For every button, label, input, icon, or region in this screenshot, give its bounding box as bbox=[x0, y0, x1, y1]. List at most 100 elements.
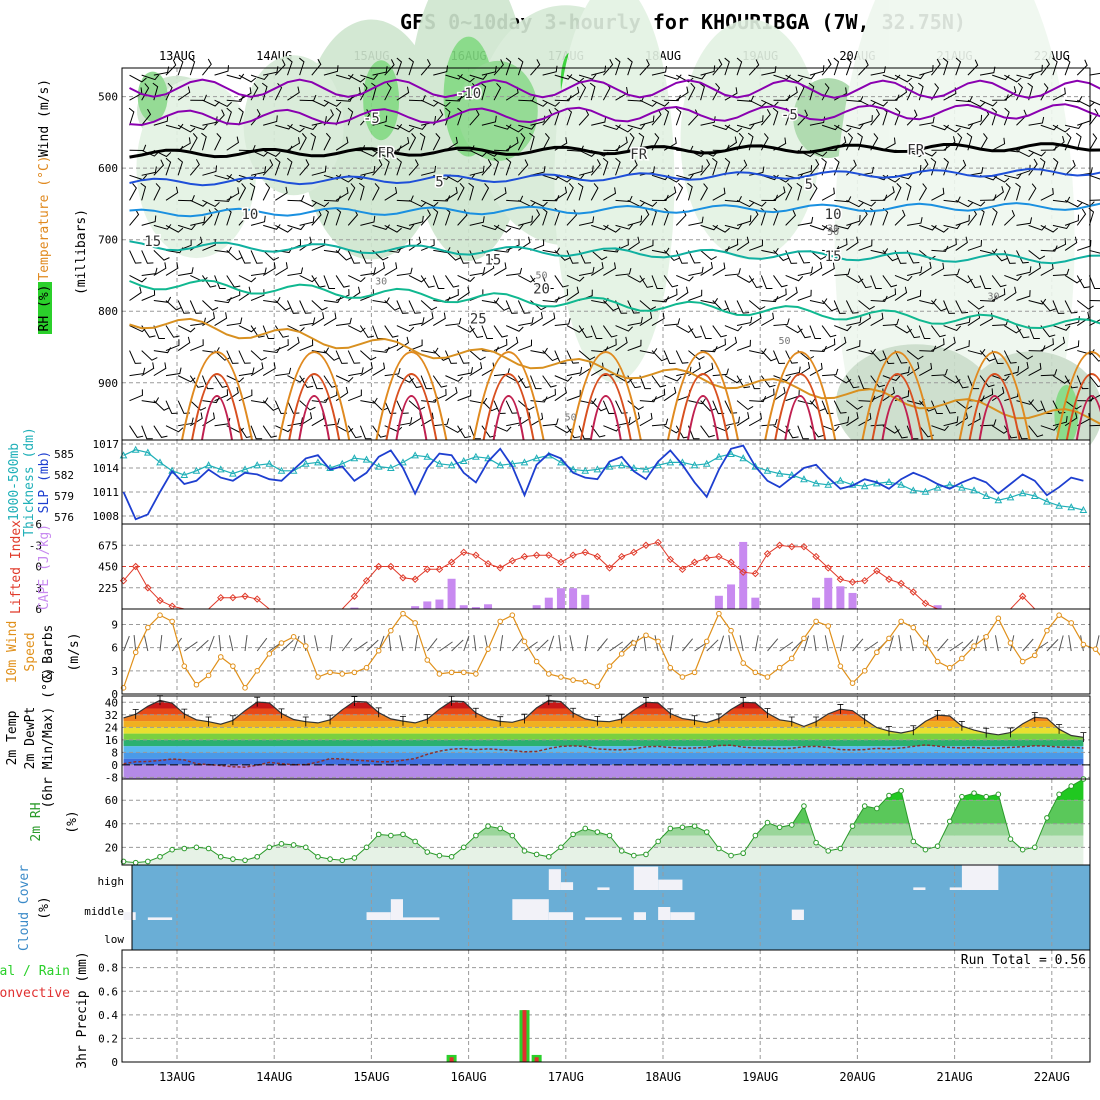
thickness-point bbox=[411, 451, 419, 459]
warm-isotherm bbox=[385, 373, 438, 441]
wind-barb bbox=[493, 124, 512, 130]
wind-barb bbox=[748, 59, 760, 76]
wind-speed-point bbox=[205, 672, 212, 679]
wind-barb bbox=[943, 223, 962, 230]
wind-barb bbox=[785, 350, 798, 364]
rh-point bbox=[959, 793, 965, 800]
wind-barb bbox=[275, 262, 288, 276]
wind-barb bbox=[542, 388, 556, 402]
temp2m-axis-label: 2m Temp bbox=[5, 710, 20, 765]
lifted-point bbox=[751, 569, 760, 578]
wind-barb bbox=[712, 157, 718, 176]
thickness-point bbox=[836, 476, 845, 484]
wind-barb bbox=[882, 137, 896, 151]
wind-barb bbox=[736, 316, 753, 327]
wind-barb bbox=[165, 425, 184, 433]
wind-barb bbox=[1003, 182, 1011, 201]
wind-barb bbox=[554, 275, 569, 288]
rh-point bbox=[874, 805, 880, 812]
rh-point bbox=[643, 851, 649, 858]
wind-barb bbox=[238, 209, 249, 226]
wind-speed-point bbox=[1092, 646, 1099, 652]
wind-barb bbox=[651, 99, 670, 107]
slp-tick: 1014 bbox=[93, 462, 120, 475]
lifted-point bbox=[447, 558, 456, 566]
wind-speed-point bbox=[801, 635, 807, 642]
wind-barb bbox=[1088, 375, 1100, 388]
wind-barb bbox=[566, 250, 579, 264]
cloud-cell bbox=[633, 866, 659, 890]
wind-barb bbox=[1052, 325, 1071, 331]
wind-barb bbox=[967, 239, 982, 251]
wind-barb bbox=[858, 300, 875, 310]
wind-barb bbox=[797, 425, 809, 440]
wind-barb bbox=[955, 316, 971, 327]
wind-speed-point bbox=[946, 664, 953, 671]
wind-speed-point bbox=[400, 610, 406, 617]
pressure-tick: 600 bbox=[98, 162, 118, 175]
wind-barb bbox=[202, 300, 219, 311]
wind-barb bbox=[372, 262, 385, 276]
wind-barb bbox=[420, 412, 434, 427]
wind-barb bbox=[1028, 250, 1046, 260]
wind-barb bbox=[590, 400, 607, 412]
wind-speed-point bbox=[132, 649, 139, 656]
wind-barb bbox=[1076, 375, 1089, 390]
wind-barb bbox=[882, 386, 896, 402]
rh-point bbox=[886, 792, 892, 799]
rh-tick: 40 bbox=[105, 818, 118, 831]
cloud-cell bbox=[791, 909, 804, 920]
surface-wind-barb bbox=[994, 635, 999, 652]
warm-isotherm bbox=[589, 395, 622, 441]
wind-barb bbox=[1028, 362, 1042, 377]
wind-barb bbox=[907, 217, 923, 226]
rh-point bbox=[302, 844, 309, 851]
wind-barb bbox=[177, 300, 190, 314]
wind-speed-point bbox=[290, 634, 297, 640]
wind-barb bbox=[858, 275, 872, 289]
wind-barb bbox=[724, 87, 738, 101]
wind-barb bbox=[542, 275, 554, 289]
wind-barb bbox=[348, 389, 362, 402]
wind-barb bbox=[724, 400, 738, 414]
wind-barb bbox=[141, 350, 158, 361]
wind-barb bbox=[748, 312, 762, 326]
wind-speed-point bbox=[351, 669, 358, 676]
wind-barb bbox=[335, 207, 342, 226]
thickness-point bbox=[314, 458, 322, 466]
wind-barb bbox=[833, 400, 847, 414]
wind-barb bbox=[688, 350, 705, 361]
wind-barb bbox=[202, 58, 212, 76]
wind-barb bbox=[238, 107, 244, 126]
wind-barb bbox=[991, 174, 1010, 183]
minmax-whisker bbox=[570, 707, 577, 718]
cape-bar bbox=[423, 601, 432, 609]
wind-barb bbox=[542, 350, 559, 362]
wind-barb bbox=[493, 187, 507, 201]
wind-barb bbox=[1004, 274, 1022, 281]
wind-barb bbox=[384, 224, 402, 233]
thickness-point bbox=[253, 461, 262, 469]
wind-barb bbox=[432, 207, 439, 226]
wind-barb bbox=[262, 183, 271, 201]
wind-barb bbox=[1089, 424, 1100, 427]
lifted-axis-label: Lifted Index bbox=[9, 520, 24, 614]
rh-label: 50 bbox=[535, 271, 547, 282]
lifted-point bbox=[156, 596, 164, 605]
minmax-whisker bbox=[399, 715, 406, 726]
wind-barb bbox=[554, 174, 573, 183]
warm-isotherm bbox=[278, 351, 351, 441]
wind-barb bbox=[1028, 261, 1041, 276]
wind-barb bbox=[688, 289, 703, 301]
wind-barb bbox=[1077, 114, 1092, 126]
warm-isotherm bbox=[288, 373, 341, 441]
wind-barb bbox=[153, 224, 172, 230]
wind-speed-point bbox=[169, 618, 175, 625]
rh-label: 30 bbox=[375, 276, 387, 287]
cloud-cell bbox=[147, 917, 173, 920]
lifted-point bbox=[860, 576, 869, 585]
wind-barb bbox=[250, 267, 267, 276]
cape-bar bbox=[714, 595, 723, 609]
wind-barb bbox=[906, 289, 922, 301]
wind-barb bbox=[506, 224, 524, 230]
